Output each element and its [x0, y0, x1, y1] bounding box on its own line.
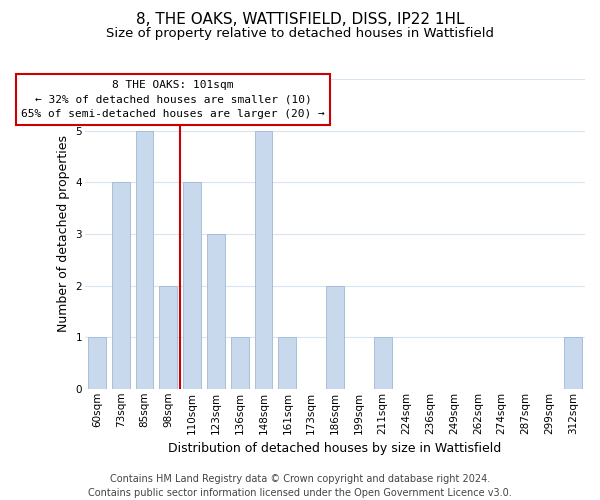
Text: Size of property relative to detached houses in Wattisfield: Size of property relative to detached ho… [106, 28, 494, 40]
Bar [231, 337, 248, 389]
X-axis label: Distribution of detached houses by size in Wattisfield: Distribution of detached houses by size … [169, 442, 502, 455]
Bar [207, 234, 225, 389]
Text: 8, THE OAKS, WATTISFIELD, DISS, IP22 1HL: 8, THE OAKS, WATTISFIELD, DISS, IP22 1HL [136, 12, 464, 28]
Bar [326, 286, 344, 389]
Bar [136, 130, 154, 389]
Bar [88, 337, 106, 389]
Bar [374, 337, 392, 389]
Bar [564, 337, 582, 389]
Bar [278, 337, 296, 389]
Bar [183, 182, 201, 389]
Bar [254, 130, 272, 389]
Bar [112, 182, 130, 389]
Text: Contains HM Land Registry data © Crown copyright and database right 2024.
Contai: Contains HM Land Registry data © Crown c… [88, 474, 512, 498]
Y-axis label: Number of detached properties: Number of detached properties [57, 136, 70, 332]
Bar [160, 286, 177, 389]
Text: 8 THE OAKS: 101sqm
← 32% of detached houses are smaller (10)
65% of semi-detache: 8 THE OAKS: 101sqm ← 32% of detached hou… [21, 80, 325, 120]
